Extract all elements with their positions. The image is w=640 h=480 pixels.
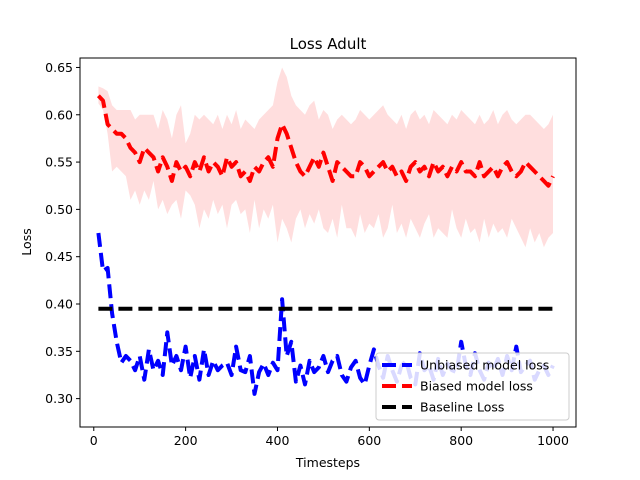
series-line-biased-model-loss (96, 94, 555, 188)
chart-title: Loss Adult (290, 35, 367, 53)
y-tick-label: 0.55 (45, 155, 73, 170)
legend: Unbiased model loss Biased model loss Base… (375, 352, 570, 421)
y-tick-label: 0.60 (45, 107, 73, 122)
y-tick-label: 0.65 (45, 60, 73, 75)
x-tick-label: 600 (357, 433, 381, 448)
y-tick-label: 0.45 (45, 249, 73, 264)
y-tick-label: 0.30 (45, 391, 73, 406)
legend-label-baseline-loss: Baseline Loss (420, 400, 504, 415)
x-tick-label: 1000 (537, 433, 569, 448)
legend-label-biased-model-loss: Biased model loss (420, 379, 533, 394)
x-tick-label: 0 (90, 433, 98, 448)
plot-area (96, 67, 555, 396)
x-tick-label: 200 (174, 433, 198, 448)
x-axis-label: Timesteps (295, 455, 360, 470)
plot-frame (79, 57, 577, 428)
legend-label-unbiased-model-loss: Unbiased model loss (420, 358, 549, 373)
y-axis: 0.30 0.35 0.40 0.45 0.50 0.55 0.60 0.65 (45, 60, 80, 406)
y-tick-label: 0.35 (45, 344, 73, 359)
y-tick-label: 0.40 (45, 297, 73, 312)
x-tick-label: 800 (449, 433, 473, 448)
y-axis-label: Loss (19, 228, 34, 255)
x-axis: 0 200 400 600 800 1000 (90, 427, 569, 448)
y-tick-label: 0.50 (45, 202, 73, 217)
legend-box (375, 352, 570, 421)
x-tick-label: 400 (266, 433, 290, 448)
